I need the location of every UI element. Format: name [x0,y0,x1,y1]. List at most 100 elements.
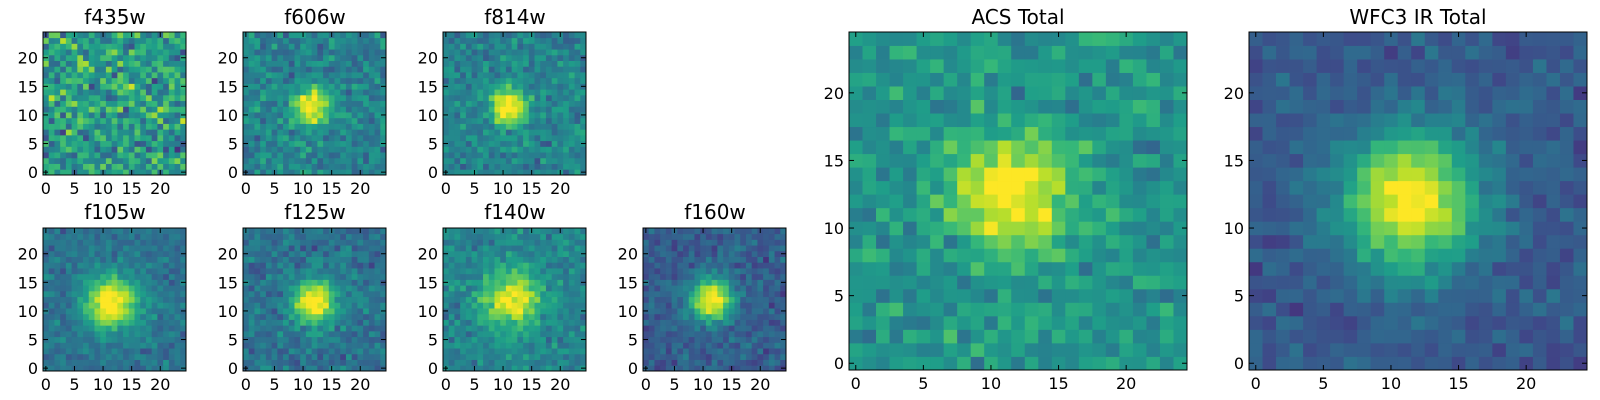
heatmap-cell [723,228,730,235]
heatmap-cell [151,32,158,39]
heatmap-cell [563,32,570,39]
heatmap-cell [48,123,55,130]
heatmap-cell [123,336,130,343]
heatmap-cell [265,313,272,320]
heatmap-cell [511,32,518,39]
heatmap-cell [483,268,490,275]
heatmap-cell [745,285,753,292]
heatmap-cell [568,330,575,338]
heatmap-cell [300,250,307,257]
heatmap-cell [94,228,101,235]
heatmap-cell [88,365,95,372]
heatmap-cell [1051,342,1066,357]
heatmap-cell [1024,207,1039,222]
heatmap-cell [117,348,124,355]
heatmap-cell [288,100,295,107]
heatmap-cell [1173,248,1188,263]
heatmap-cell [717,325,724,332]
heatmap-cell [157,359,164,366]
heatmap-cell [648,348,655,355]
heatmap-cell [134,308,141,315]
heatmap-cell [277,43,284,50]
heatmap-cell [460,262,467,269]
heatmap-cell [260,336,267,343]
heatmap-cell [100,54,107,61]
heatmap-cell [345,308,353,315]
heatmap-cell [157,353,164,360]
heatmap-cell [443,348,450,355]
heatmap-cell [540,228,547,235]
heatmap-cell [323,268,330,275]
heatmap-cell [94,157,101,164]
heatmap-cell [128,348,135,355]
heatmap-cell [334,43,341,50]
heatmap-cell [157,342,164,349]
heatmap-cell [163,245,170,252]
heatmap-cell [163,336,170,343]
heatmap-cell [117,32,124,39]
heatmap-cell [1078,261,1093,276]
heatmap-cell [254,262,261,269]
heatmap-cell [574,117,581,124]
heatmap-cell [1159,315,1174,330]
heatmap-cell [540,353,547,360]
heatmap-cell [700,245,707,252]
heatmap-cell [903,248,917,263]
heatmap-cell [117,239,124,246]
heatmap-cell [540,279,547,286]
heatmap-cell [123,239,130,246]
heatmap-cell [500,273,507,280]
heatmap-cell [717,228,724,235]
heatmap-cell [751,348,758,355]
heatmap-cell [454,279,461,286]
heatmap-cell [117,83,124,90]
heatmap-cell [1078,342,1093,357]
heatmap-cell [151,256,158,263]
heatmap-cell [768,228,775,235]
heatmap-cell [534,117,541,124]
heatmap-cell [523,54,530,61]
heatmap-cell [448,296,455,303]
heatmap-cell [665,279,672,286]
heatmap-cell [357,157,364,164]
heatmap-cell [311,163,318,170]
heatmap-cell [688,342,695,349]
heatmap-cell [997,356,1012,371]
heatmap-cell [465,129,472,136]
heatmap-cell [540,365,547,372]
heatmap-cell [323,123,330,130]
heatmap-cell [323,336,330,343]
heatmap-cell [334,330,341,338]
heatmap-cell [94,106,101,113]
heatmap-cell [71,330,78,338]
heatmap-cell [100,256,107,263]
heatmap-cell [328,89,335,96]
heatmap-cell [83,152,90,159]
heatmap-cell [157,72,164,79]
heatmap-cell [88,123,95,130]
heatmap-cell [534,336,541,343]
heatmap-cell [517,146,524,153]
heatmap-cell [671,262,678,269]
heatmap-cell [745,348,753,355]
heatmap-cell [1159,342,1174,357]
heatmap-cell [505,140,513,147]
heatmap-cell [368,112,375,119]
heatmap-cell [128,313,135,320]
heatmap-cell [511,169,518,176]
heatmap-cell [368,290,375,298]
heatmap-cell [77,319,84,326]
heatmap-cell [688,330,695,338]
heatmap-cell [345,32,353,39]
heatmap-cell [111,123,118,130]
heatmap-cell [288,60,295,67]
heatmap-cell [163,134,170,142]
heatmap-cell [545,163,553,170]
heatmap-cell [65,250,72,257]
heatmap-cell [460,60,467,67]
heatmap-cell [323,313,330,320]
heatmap-cell [654,228,661,235]
heatmap-cell [43,313,50,320]
heatmap-cell [665,319,672,326]
